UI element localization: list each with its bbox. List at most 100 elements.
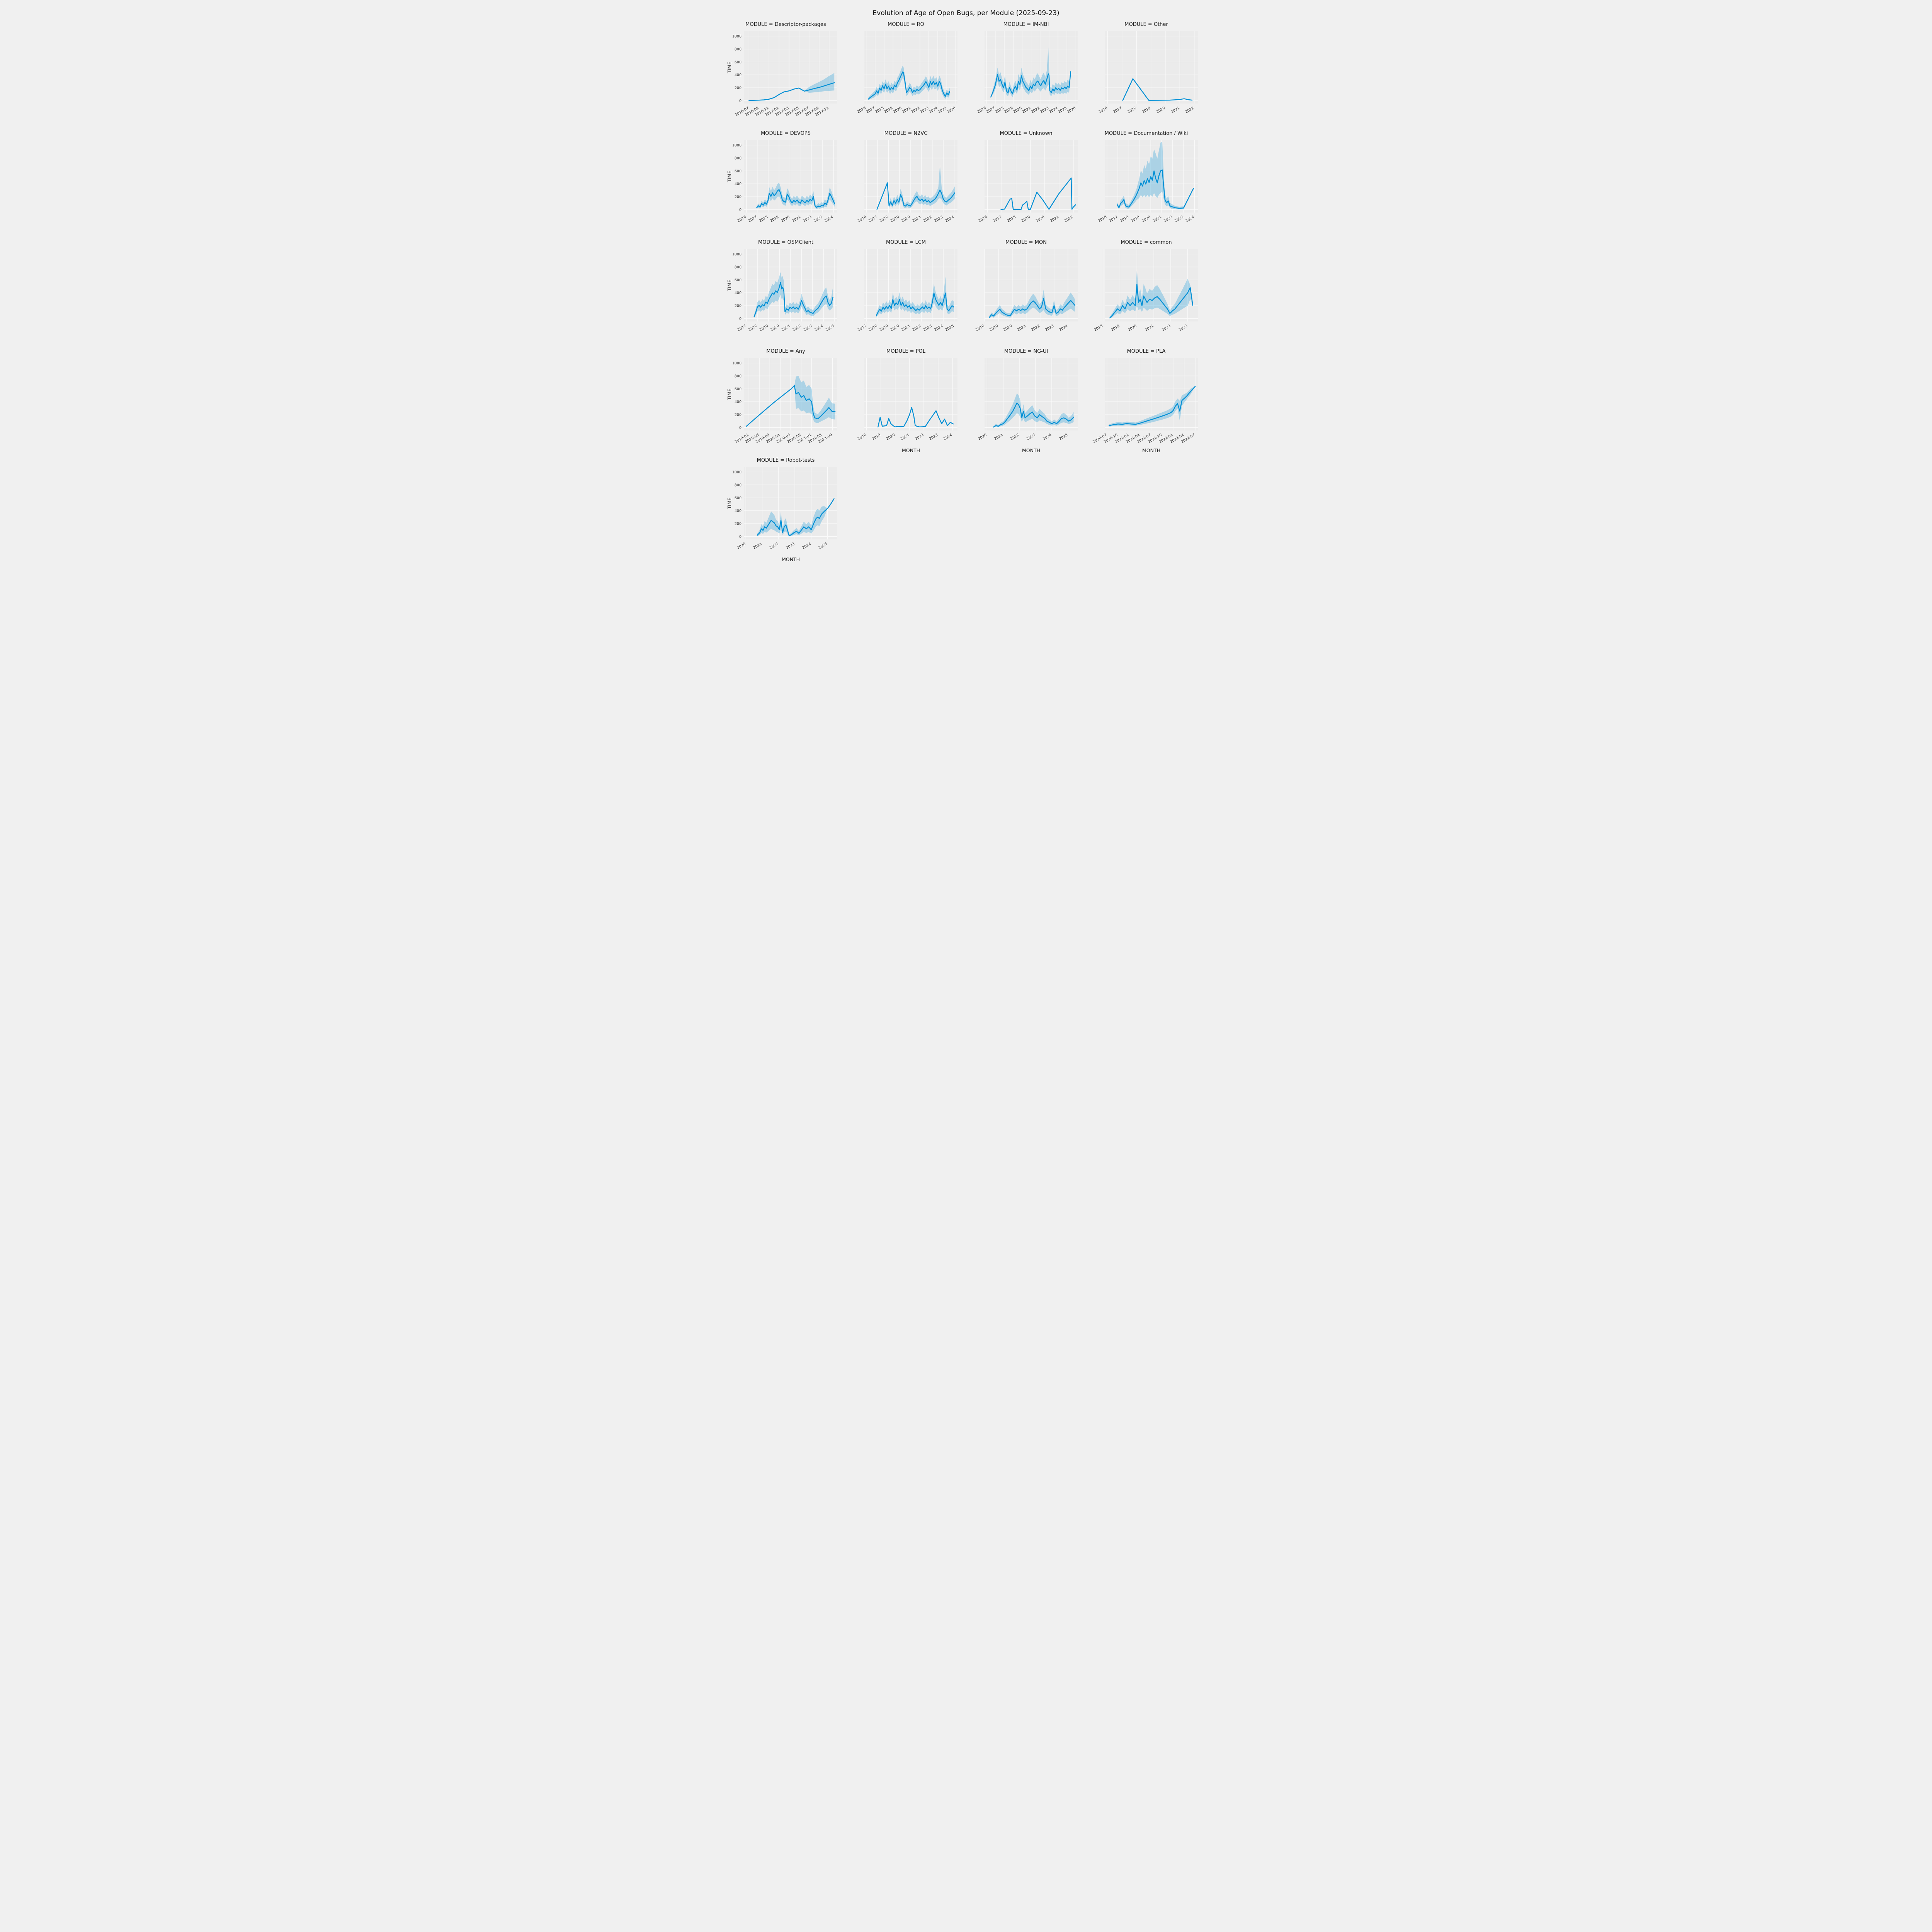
facet-plot: 2020 2021 2022 2023 2024 2025 MONTH	[977, 358, 1078, 453]
x-tick-label: 2022	[1185, 106, 1195, 114]
x-tick-label: 2018	[759, 215, 769, 223]
facet-title: MODULE = DEVOPS	[761, 131, 811, 136]
x-tick-label: 2017	[1108, 215, 1118, 223]
y-tick-label: 400	[735, 291, 742, 295]
x-tick-label: 2020	[1003, 324, 1013, 332]
facet-plot: 2017 2018 2019 2020 2021 2022 2023 2024 2025	[857, 249, 957, 332]
y-tick-label: 800	[735, 47, 742, 51]
x-tick-label: 2022	[912, 324, 922, 332]
x-tick-label: 2023	[1026, 433, 1036, 441]
y-tick-label: 200	[735, 304, 742, 308]
x-tick-label: 2019	[769, 215, 779, 223]
facet-plot: 2016 2017 2018 2019 2020 2021 2022 2023 2024	[857, 140, 957, 223]
y-tick-label: 200	[735, 195, 742, 199]
x-tick-label: 2023	[1039, 106, 1049, 114]
x-tick-label: 2023	[1178, 324, 1188, 332]
x-tick-label: 2018	[868, 324, 878, 332]
y-tick-label: 600	[735, 278, 742, 282]
x-tick-label: 2019	[1141, 106, 1151, 114]
y-tick-label: 400	[735, 73, 742, 77]
y-tick-label: 800	[735, 483, 742, 487]
confidence-band	[1110, 268, 1193, 319]
facet-title: MODULE = NG-UI	[1004, 349, 1048, 354]
y-tick-label: 600	[735, 169, 742, 173]
y-tick-label: 200	[735, 86, 742, 90]
facet-title: MODULE = POL	[886, 349, 925, 354]
y-tick-label: 0	[739, 99, 742, 103]
facet-title: MODULE = OSMClient	[758, 240, 813, 245]
x-tick-label: 2019	[871, 433, 881, 441]
x-tick-label: 2020	[1156, 106, 1166, 114]
x-tick-label: 2024	[1042, 433, 1052, 441]
facet-any: MODULE = Any 2019-01 2019-05 2019-09 2020-01…	[726, 348, 845, 454]
x-tick-label: 2020	[977, 433, 987, 441]
facet-lcm: MODULE = LCM 2017 2018 2019 2020 2021 2022 2023…	[847, 239, 965, 345]
y-tick-label: 400	[735, 182, 742, 186]
facet-grid: MODULE = Descriptor-packages 2016-07 2016-…	[726, 21, 1206, 563]
y-tick-label: 800	[735, 156, 742, 160]
plot-area	[985, 140, 1078, 213]
x-tick-label: 2025	[818, 542, 828, 550]
line-series	[1117, 169, 1194, 209]
x-tick-label: 2022	[1031, 324, 1041, 332]
facet-plot: 2018 2019 2020 2021 2022 2023 2024	[975, 249, 1078, 332]
x-tick-label: 2019	[759, 324, 769, 332]
x-tick-label: 2020	[892, 106, 902, 114]
facet-title: MODULE = Unknown	[1000, 131, 1053, 136]
x-tick-label: 2021	[791, 215, 801, 223]
line-series	[756, 189, 835, 208]
x-tick-label: 2025	[1058, 433, 1068, 441]
x-tick-label: 2020	[886, 433, 896, 441]
x-tick-label: 2019	[890, 215, 900, 223]
facet-title: MODULE = Documentation / Wiki	[1104, 131, 1188, 136]
x-tick-label: 2016	[978, 215, 988, 223]
confidence-band	[876, 277, 954, 318]
facet-pla: MODULE = PLA 2020-07 2020-10 2021-01 2021-04…	[1087, 348, 1206, 454]
x-tick-label: 2022	[769, 542, 779, 550]
x-tick-label: 2024	[801, 542, 811, 550]
x-tick-label: 2022	[1031, 106, 1041, 114]
x-tick-label: 2022	[910, 106, 920, 114]
facet-plot: 2020-072020-102021-012021-042021-072021-…	[1092, 358, 1198, 453]
x-tick-label: 2021	[901, 106, 912, 114]
x-tick-label: 2022	[792, 324, 802, 332]
line-series	[1000, 177, 1076, 210]
y-tick-label: 1000	[732, 470, 742, 474]
y-tick-label: 0	[739, 317, 742, 321]
x-tick-label: 2024	[1185, 215, 1195, 223]
x-tick-label: 2018	[995, 106, 1005, 114]
x-tick-label: 2020	[770, 324, 780, 332]
figure-title: Evolution of Age of Open Bugs, per Modul…	[872, 9, 1060, 17]
x-tick-label: 2018	[1094, 324, 1104, 332]
x-axis-label: MONTH	[902, 447, 920, 453]
x-tick-label: 2024	[934, 324, 944, 332]
facet-im-nbi: MODULE = IM-NBI 2016 2017 2018 2019 2020 2021 2…	[967, 21, 1085, 127]
x-tick-label: 2023	[929, 433, 939, 441]
y-tick-label: 0	[739, 535, 742, 539]
x-tick-label: 2021	[993, 433, 1003, 441]
y-tick-label: 0	[739, 208, 742, 212]
line-series	[993, 402, 1074, 428]
x-tick-label: 2022	[1161, 324, 1171, 332]
facet-plot: 2018 2019 2020 2021 2022 2023 2024 MONTH	[857, 358, 957, 453]
x-tick-label: 2019	[879, 324, 889, 332]
plot-area	[864, 140, 957, 213]
line-series	[990, 71, 1071, 98]
confidence-band	[757, 498, 834, 537]
x-tick-label: 2017	[748, 215, 758, 223]
x-tick-label: 2022	[923, 215, 933, 223]
facet-plot: 2016201720182019202020212022202320242025…	[857, 31, 957, 114]
line-series	[748, 82, 835, 101]
x-tick-label: 2021	[900, 433, 910, 441]
x-tick-label: 2020	[736, 542, 746, 550]
x-tick-label: 2018	[748, 324, 758, 332]
facet-title: MODULE = Other	[1124, 22, 1168, 27]
x-tick-label: 2019	[883, 106, 893, 114]
facet-devops: MODULE = DEVOPS 2016 2017 2018 2019 2020 2021 2…	[726, 130, 845, 236]
confidence-band	[757, 182, 835, 209]
facet-plot: 2016 2017 2018 2019 2020 2021 2022	[1098, 31, 1198, 114]
y-tick-label: 800	[735, 265, 742, 269]
line-series	[1109, 386, 1196, 426]
x-tick-label: 2021	[1170, 106, 1180, 114]
x-tick-label: 2020	[890, 324, 900, 332]
